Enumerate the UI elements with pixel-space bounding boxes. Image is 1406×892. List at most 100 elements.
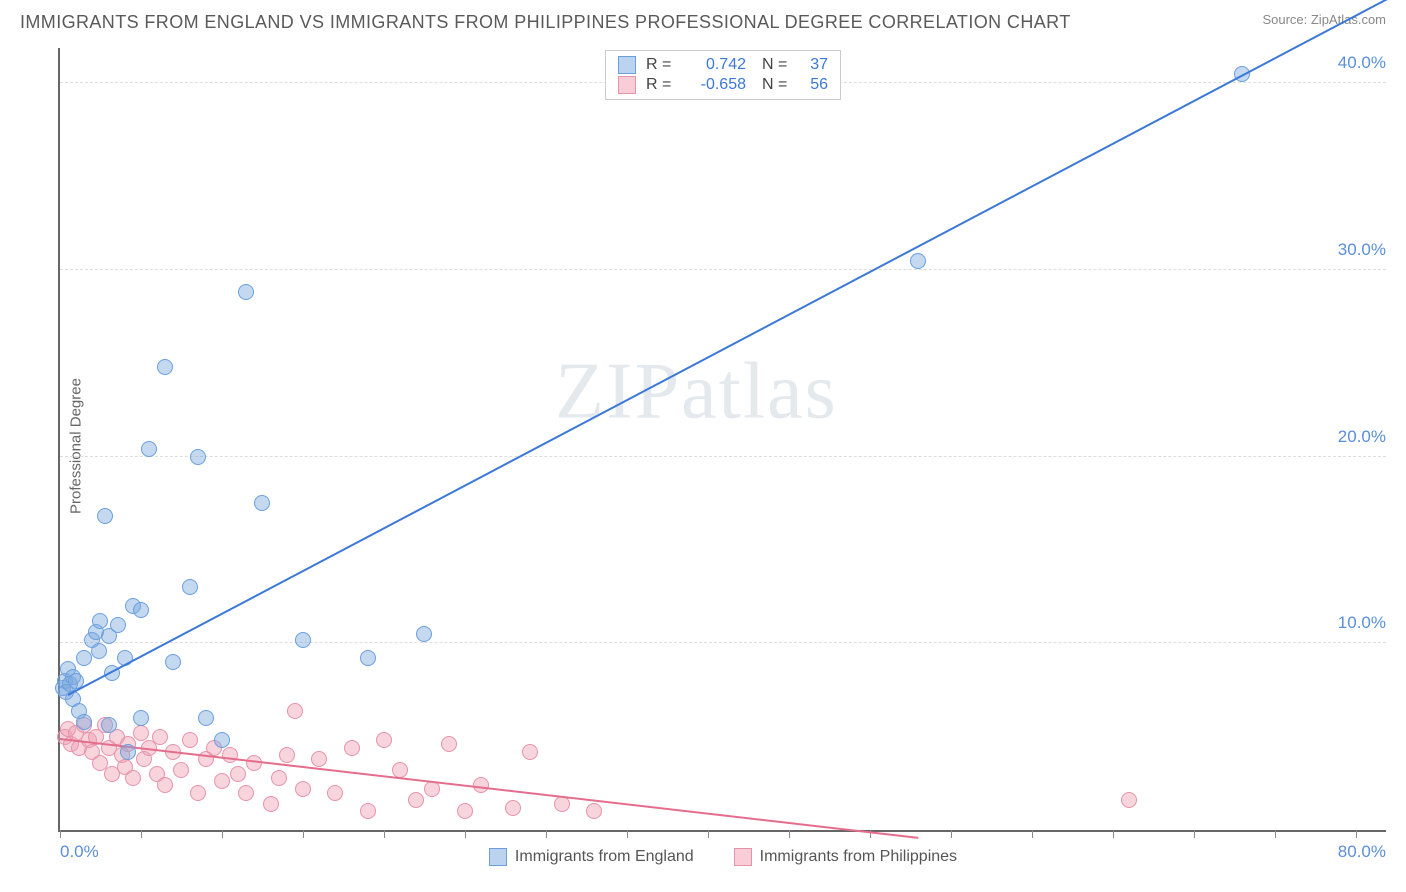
x-axis-label-min: 0.0% <box>60 842 99 862</box>
data-point-philippines <box>376 732 392 748</box>
x-tick <box>708 830 709 838</box>
data-point-philippines <box>125 770 141 786</box>
legend-label: Immigrants from Philippines <box>760 848 957 866</box>
r-value: 0.742 <box>684 56 746 74</box>
data-point-philippines <box>295 781 311 797</box>
data-point-philippines <box>586 803 602 819</box>
data-point-philippines <box>222 747 238 763</box>
data-point-philippines <box>441 736 457 752</box>
data-point-philippines <box>287 703 303 719</box>
data-point-philippines <box>327 785 343 801</box>
data-point-england <box>214 732 230 748</box>
trend-line-england <box>68 0 1389 695</box>
trend-line-philippines <box>60 738 919 839</box>
data-point-philippines <box>360 803 376 819</box>
n-value: 37 <box>800 56 828 74</box>
data-point-philippines <box>157 777 173 793</box>
x-axis-label-max: 80.0% <box>1338 842 1386 862</box>
data-point-england <box>165 654 181 670</box>
legend-label: Immigrants from England <box>515 848 694 866</box>
data-point-philippines <box>522 744 538 760</box>
x-tick <box>951 830 952 838</box>
x-tick <box>60 830 61 838</box>
data-point-england <box>120 744 136 760</box>
y-tick-label: 30.0% <box>1336 240 1388 260</box>
correlation-legend-row: R = 0.742 N = 37 <box>618 55 828 75</box>
legend-item: Immigrants from Philippines <box>734 848 957 866</box>
chart-title: IMMIGRANTS FROM ENGLAND VS IMMIGRANTS FR… <box>20 12 1071 33</box>
legend-swatch <box>618 76 636 94</box>
data-point-england <box>97 508 113 524</box>
r-label: R = <box>646 56 674 74</box>
x-tick <box>1275 830 1276 838</box>
r-label: R = <box>646 76 674 94</box>
x-tick <box>546 830 547 838</box>
data-point-philippines <box>408 792 424 808</box>
data-point-england <box>157 359 173 375</box>
data-point-england <box>92 613 108 629</box>
data-point-england <box>416 626 432 642</box>
data-point-philippines <box>457 803 473 819</box>
data-point-england <box>190 449 206 465</box>
data-point-philippines <box>173 762 189 778</box>
data-point-england <box>133 710 149 726</box>
data-point-england <box>110 617 126 633</box>
data-point-england <box>254 495 270 511</box>
source-attribution: Source: ZipAtlas.com <box>1262 12 1386 27</box>
x-tick <box>222 830 223 838</box>
data-point-england <box>91 643 107 659</box>
data-point-philippines <box>1121 792 1137 808</box>
data-point-england <box>101 717 117 733</box>
x-tick <box>627 830 628 838</box>
x-tick <box>303 830 304 838</box>
data-point-england <box>360 650 376 666</box>
data-point-philippines <box>505 800 521 816</box>
x-tick <box>384 830 385 838</box>
data-point-england <box>141 441 157 457</box>
x-tick <box>465 830 466 838</box>
data-point-philippines <box>190 785 206 801</box>
x-tick <box>1032 830 1033 838</box>
legend-swatch <box>618 56 636 74</box>
data-point-philippines <box>344 740 360 756</box>
data-point-philippines <box>238 785 254 801</box>
x-tick <box>789 830 790 838</box>
data-point-philippines <box>230 766 246 782</box>
gridline-h <box>60 456 1386 457</box>
y-tick-label: 20.0% <box>1336 427 1388 447</box>
n-value: 56 <box>800 76 828 94</box>
series-legend: Immigrants from England Immigrants from P… <box>60 848 1386 866</box>
data-point-england <box>198 710 214 726</box>
n-label: N = <box>762 76 790 94</box>
data-point-england <box>133 602 149 618</box>
correlation-legend-row: R = -0.658 N = 56 <box>618 75 828 95</box>
data-point-philippines <box>152 729 168 745</box>
data-point-england <box>910 253 926 269</box>
data-point-philippines <box>182 732 198 748</box>
data-point-england <box>76 650 92 666</box>
data-point-philippines <box>271 770 287 786</box>
x-tick <box>1194 830 1195 838</box>
legend-swatch <box>734 848 752 866</box>
legend-item: Immigrants from England <box>489 848 694 866</box>
watermark-text: ZIPatlas <box>555 347 838 438</box>
y-tick-label: 40.0% <box>1336 53 1388 73</box>
gridline-h <box>60 269 1386 270</box>
x-tick <box>141 830 142 838</box>
gridline-h <box>60 642 1386 643</box>
n-label: N = <box>762 56 790 74</box>
r-value: -0.658 <box>684 76 746 94</box>
data-point-england <box>76 714 92 730</box>
data-point-england <box>295 632 311 648</box>
data-point-philippines <box>133 725 149 741</box>
data-point-philippines <box>214 773 230 789</box>
data-point-england <box>238 284 254 300</box>
x-tick <box>1113 830 1114 838</box>
y-tick-label: 10.0% <box>1336 613 1388 633</box>
data-point-philippines <box>279 747 295 763</box>
data-point-philippines <box>263 796 279 812</box>
legend-swatch <box>489 848 507 866</box>
data-point-england <box>182 579 198 595</box>
correlation-legend: R = 0.742 N = 37 R = -0.658 N = 56 <box>605 50 841 100</box>
data-point-philippines <box>311 751 327 767</box>
